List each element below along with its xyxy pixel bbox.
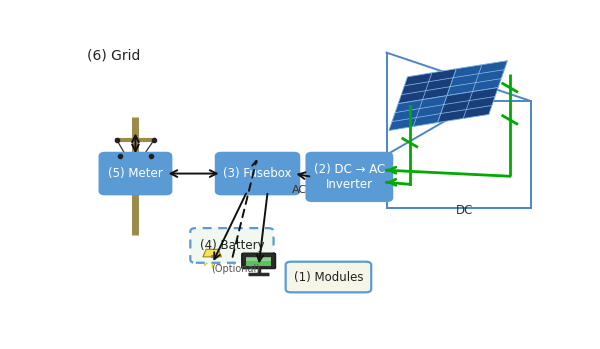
FancyBboxPatch shape (286, 262, 371, 292)
Circle shape (205, 255, 220, 263)
Bar (246, 258, 271, 261)
Text: (2) DC → AC
Inverter: (2) DC → AC Inverter (314, 163, 385, 191)
Polygon shape (398, 69, 456, 104)
Text: (3) Fusebox: (3) Fusebox (223, 167, 292, 180)
FancyBboxPatch shape (100, 153, 171, 194)
Text: (6) Grid: (6) Grid (86, 49, 140, 62)
Text: AC: AC (292, 185, 308, 195)
FancyBboxPatch shape (242, 253, 275, 269)
Text: (1) Modules: (1) Modules (293, 270, 363, 283)
Bar (246, 257, 271, 266)
Text: (5) Meter: (5) Meter (108, 167, 163, 180)
FancyBboxPatch shape (307, 153, 392, 201)
FancyBboxPatch shape (190, 228, 274, 263)
Polygon shape (438, 88, 498, 122)
Polygon shape (203, 249, 221, 257)
Polygon shape (447, 61, 508, 96)
FancyBboxPatch shape (216, 153, 299, 194)
Polygon shape (389, 96, 447, 131)
Text: (4) Battery: (4) Battery (200, 239, 264, 252)
Text: DC: DC (456, 205, 473, 217)
Text: (Optional): (Optional) (211, 263, 260, 274)
